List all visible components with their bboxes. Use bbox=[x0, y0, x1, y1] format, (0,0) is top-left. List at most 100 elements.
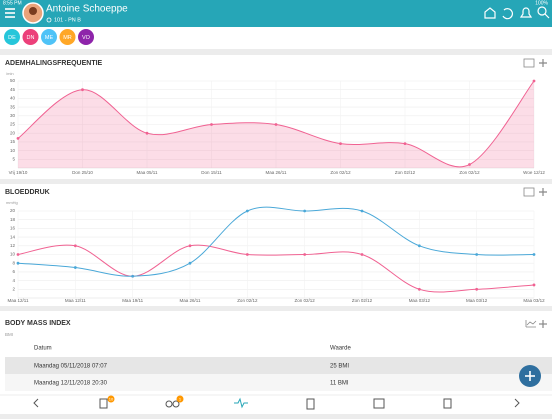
chart-title: BLOEDDRUK bbox=[5, 189, 50, 196]
point bbox=[403, 142, 407, 146]
point bbox=[188, 261, 192, 265]
point bbox=[16, 261, 20, 265]
y-tick-label: 10 bbox=[10, 252, 16, 257]
chart-title: ADEMHALINGSFREQUENTIE bbox=[5, 60, 103, 67]
nav-calendar[interactable] bbox=[373, 398, 385, 409]
chart-card bbox=[0, 184, 552, 306]
bmi-header-row bbox=[5, 340, 552, 356]
point bbox=[16, 137, 20, 140]
y-tick-label: 4 bbox=[12, 278, 15, 283]
bottom-nav bbox=[0, 395, 552, 414]
y-tick-label: 16 bbox=[10, 226, 16, 231]
y-tick-label: 50 bbox=[10, 78, 16, 83]
tab-chip[interactable] bbox=[41, 29, 57, 45]
nav-back[interactable] bbox=[33, 398, 39, 408]
x-tick-label: Vrij 19/10 bbox=[9, 170, 28, 175]
bmi-row bbox=[5, 374, 552, 391]
x-tick-label: Maa 26/11 bbox=[180, 298, 201, 303]
y-tick-label: 20 bbox=[10, 130, 16, 135]
nav-forward[interactable] bbox=[514, 398, 520, 408]
y-tick-label: 35 bbox=[10, 104, 16, 109]
point bbox=[360, 253, 364, 256]
y-tick-label: 40 bbox=[10, 96, 16, 101]
patient-name: Antoine Schoeppe bbox=[46, 4, 128, 15]
search-icon[interactable] bbox=[537, 6, 547, 16]
point bbox=[16, 253, 20, 256]
location-icon bbox=[46, 17, 52, 23]
x-tick-label: Zon 02/12 bbox=[237, 298, 258, 303]
x-tick-label: Zon 02/12 bbox=[352, 298, 373, 303]
home-icon[interactable] bbox=[484, 7, 496, 19]
app-bar bbox=[0, 0, 552, 27]
tab-chip[interactable] bbox=[78, 29, 94, 45]
point bbox=[532, 283, 536, 287]
point bbox=[417, 244, 421, 248]
tab-chip[interactable] bbox=[4, 29, 20, 45]
x-tick-label: Maa 26/11 bbox=[266, 170, 287, 175]
bmi-add[interactable] bbox=[539, 320, 547, 328]
y-tick-label: 18 bbox=[10, 217, 16, 222]
tab-label: MR bbox=[63, 35, 72, 41]
bmi-title: BODY MASS INDEX bbox=[5, 320, 71, 327]
patient-room: 101 - PN B bbox=[54, 17, 81, 23]
search-handle bbox=[544, 13, 550, 19]
x-tick-label: Woe 12/12 bbox=[523, 170, 545, 175]
bmi-chart-icon[interactable] bbox=[525, 320, 537, 328]
x-tick-label: Maa 03/12 bbox=[466, 298, 488, 303]
point bbox=[73, 266, 77, 269]
bmi-cell: 25 BMI bbox=[330, 364, 349, 370]
point bbox=[145, 131, 149, 135]
point bbox=[245, 209, 249, 213]
point bbox=[274, 123, 278, 126]
badge bbox=[107, 395, 115, 403]
x-tick-label: Maa 12/11 bbox=[65, 298, 86, 303]
nav-care[interactable] bbox=[306, 398, 315, 410]
y-tick-label: 20 bbox=[10, 208, 16, 213]
point bbox=[339, 142, 342, 146]
add-icon[interactable] bbox=[539, 59, 547, 67]
tab-label: VO bbox=[82, 35, 91, 41]
point bbox=[73, 244, 77, 248]
add-icon[interactable] bbox=[539, 188, 547, 196]
nav-meds[interactable] bbox=[165, 400, 173, 408]
nav-info[interactable] bbox=[443, 398, 452, 409]
bell-icon[interactable] bbox=[519, 7, 533, 18]
x-tick-label: Zon 02/12 bbox=[459, 170, 480, 175]
nav-notes[interactable] bbox=[99, 398, 108, 409]
x-tick-label: Maa 03/12 bbox=[523, 298, 545, 303]
menu-button[interactable] bbox=[5, 8, 15, 18]
tab-bar bbox=[0, 27, 552, 49]
tab-label: DE bbox=[8, 35, 16, 41]
refresh-icon[interactable] bbox=[502, 8, 513, 20]
point bbox=[303, 209, 307, 213]
status-time: 8:55 PM bbox=[3, 0, 22, 6]
table-icon[interactable] bbox=[523, 58, 535, 68]
chart-unit: mmHg bbox=[6, 200, 18, 205]
x-tick-label: Maa 05/11 bbox=[137, 170, 158, 175]
x-tick-label: Zon 02/12 bbox=[295, 298, 316, 303]
avatar-face bbox=[29, 7, 37, 15]
bmi-col: Datum bbox=[34, 346, 52, 352]
tab-chip[interactable] bbox=[59, 29, 76, 45]
y-tick-label: 25 bbox=[10, 122, 16, 127]
tab-label: DN bbox=[27, 35, 35, 41]
badge-count: 10 bbox=[109, 396, 114, 401]
point bbox=[131, 274, 135, 278]
tab-chip[interactable] bbox=[22, 29, 39, 45]
bmi-unit: BMI bbox=[5, 332, 13, 337]
nav-vitals[interactable] bbox=[234, 397, 248, 409]
x-tick-label: Maa 12/11 bbox=[8, 298, 29, 303]
x-tick-label: Maa 19/11 bbox=[122, 298, 143, 303]
table-icon[interactable] bbox=[523, 187, 535, 197]
y-tick-label: 30 bbox=[10, 113, 16, 118]
y-tick-label: 2 bbox=[12, 286, 15, 291]
y-tick-label: 12 bbox=[10, 243, 16, 248]
point bbox=[417, 287, 421, 291]
x-tick-label: Maa 03/12 bbox=[409, 298, 431, 303]
bmi-cell: 11 BMI bbox=[330, 381, 349, 387]
tab-label: ME bbox=[45, 35, 54, 41]
y-tick-label: 5 bbox=[12, 156, 15, 161]
point bbox=[468, 163, 471, 166]
